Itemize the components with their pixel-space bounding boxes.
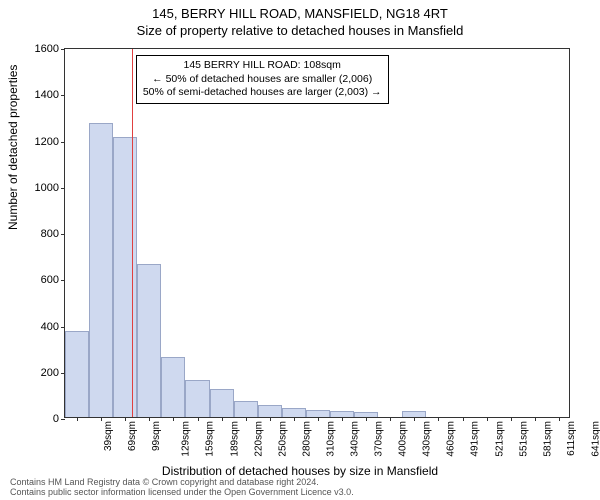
x-tick-label: 69sqm	[127, 421, 138, 451]
x-tick-label: 581sqm	[542, 421, 553, 457]
y-tick-label: 600	[25, 274, 65, 286]
x-tick-mark	[198, 417, 199, 421]
x-tick-mark	[559, 417, 560, 421]
y-tick-label: 0	[25, 413, 65, 425]
x-tick-label: 99sqm	[151, 421, 162, 451]
annotation-line: 145 BERRY HILL ROAD: 108sqm	[143, 59, 382, 73]
x-tick-mark	[270, 417, 271, 421]
x-tick-label: 641sqm	[591, 421, 600, 457]
y-tick-mark	[61, 327, 65, 328]
x-tick-mark	[535, 417, 536, 421]
annotation-line: 50% of semi-detached houses are larger (…	[143, 86, 382, 100]
x-tick-mark	[294, 417, 295, 421]
x-tick-label: 340sqm	[350, 421, 361, 457]
footer-line-2: Contains public sector information licen…	[10, 488, 354, 498]
x-tick-label: 220sqm	[253, 421, 264, 457]
x-tick-mark	[149, 417, 150, 421]
y-tick-mark	[61, 142, 65, 143]
y-tick-label: 800	[25, 228, 65, 240]
y-tick-label: 1200	[25, 136, 65, 148]
x-tick-mark	[511, 417, 512, 421]
x-tick-mark	[487, 417, 488, 421]
annotation-box: 145 BERRY HILL ROAD: 108sqm← 50% of deta…	[136, 55, 389, 104]
bar	[306, 410, 330, 417]
plot-area: 0200400600800100012001400160039sqm69sqm9…	[64, 48, 570, 418]
y-tick-label: 1400	[25, 89, 65, 101]
x-tick-mark	[246, 417, 247, 421]
bar	[65, 331, 89, 417]
x-tick-label: 430sqm	[422, 421, 433, 457]
x-tick-mark	[318, 417, 319, 421]
x-tick-label: 521sqm	[494, 421, 505, 457]
y-tick-label: 1000	[25, 182, 65, 194]
x-tick-label: 39sqm	[103, 421, 114, 451]
x-tick-label: 280sqm	[301, 421, 312, 457]
x-tick-label: 129sqm	[181, 421, 192, 457]
bar	[137, 264, 161, 417]
y-tick-label: 400	[25, 321, 65, 333]
y-tick-mark	[61, 49, 65, 50]
x-tick-mark	[222, 417, 223, 421]
x-tick-label: 250sqm	[277, 421, 288, 457]
x-tick-label: 491sqm	[470, 421, 481, 457]
x-tick-mark	[366, 417, 367, 421]
bar	[161, 357, 185, 417]
x-tick-label: 551sqm	[518, 421, 529, 457]
bar	[185, 380, 209, 417]
bar	[282, 408, 306, 417]
bar	[89, 123, 113, 417]
bar	[258, 405, 282, 417]
bar	[113, 137, 137, 417]
chart-title-main: 145, BERRY HILL ROAD, MANSFIELD, NG18 4R…	[0, 0, 600, 21]
property-marker-line	[132, 49, 133, 417]
chart-title-sub: Size of property relative to detached ho…	[0, 21, 600, 38]
x-tick-mark	[101, 417, 102, 421]
bar	[234, 401, 258, 417]
footer-attribution: Contains HM Land Registry data © Crown c…	[10, 478, 354, 498]
annotation-line: ← 50% of detached houses are smaller (2,…	[143, 73, 382, 87]
x-tick-mark	[463, 417, 464, 421]
y-tick-mark	[61, 95, 65, 96]
x-tick-label: 611sqm	[566, 421, 577, 456]
x-axis-label: Distribution of detached houses by size …	[0, 464, 600, 478]
y-tick-mark	[61, 419, 65, 420]
x-tick-mark	[438, 417, 439, 421]
x-tick-mark	[414, 417, 415, 421]
y-tick-label: 1600	[25, 43, 65, 55]
x-tick-label: 159sqm	[205, 421, 216, 457]
bar	[210, 389, 234, 417]
x-tick-label: 310sqm	[325, 421, 336, 457]
x-tick-label: 400sqm	[398, 421, 409, 457]
x-tick-mark	[77, 417, 78, 421]
y-axis-label: Number of detached properties	[6, 65, 20, 230]
x-tick-label: 460sqm	[446, 421, 457, 457]
x-tick-label: 189sqm	[229, 421, 240, 457]
x-tick-mark	[342, 417, 343, 421]
x-tick-mark	[173, 417, 174, 421]
x-tick-mark	[390, 417, 391, 421]
y-tick-label: 200	[25, 367, 65, 379]
x-tick-label: 370sqm	[374, 421, 385, 457]
y-tick-mark	[61, 234, 65, 235]
y-tick-mark	[61, 188, 65, 189]
x-tick-mark	[125, 417, 126, 421]
y-tick-mark	[61, 280, 65, 281]
